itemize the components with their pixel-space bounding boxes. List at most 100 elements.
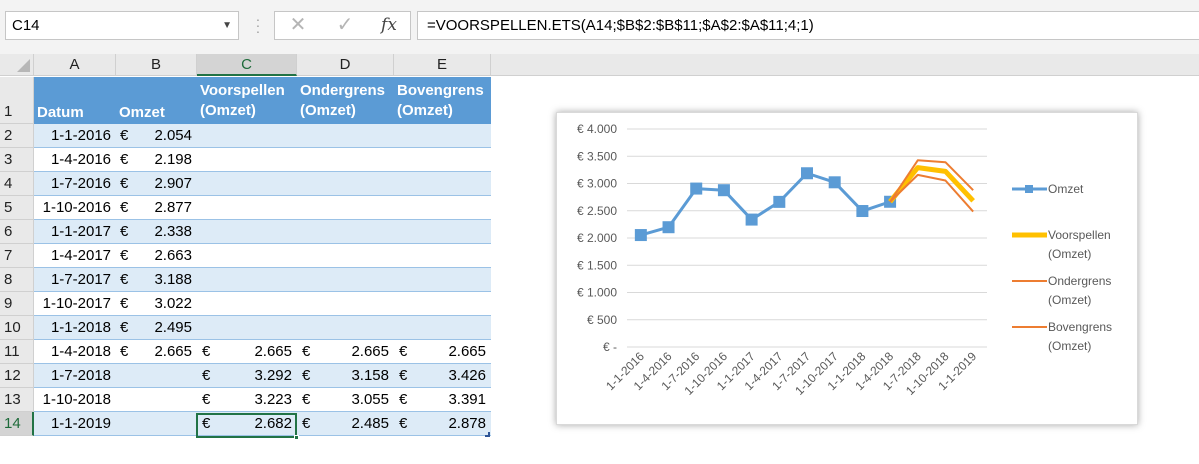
legend-label: (Omzet)	[1048, 339, 1091, 353]
cell-date[interactable]: 1-10-2016	[42, 199, 111, 216]
header-voorspellen-line1: Voorspellen	[200, 82, 285, 99]
row-header[interactable]: 4	[0, 172, 34, 196]
cell-omzet[interactable]: 2.907	[154, 175, 192, 192]
header-bovengrens-line2: (Omzet)	[397, 102, 453, 119]
fill-handle[interactable]	[294, 435, 299, 440]
data-point	[801, 167, 813, 180]
row-header[interactable]: 2	[0, 124, 34, 148]
header-ondergrens-line1: Ondergrens	[300, 82, 386, 99]
function-icon[interactable]: fx	[381, 15, 397, 35]
cell-voorspellen[interactable]: 2.682	[254, 415, 292, 432]
table-row	[34, 412, 491, 436]
row-header[interactable]: 5	[0, 196, 34, 220]
legend-label: (Omzet)	[1048, 247, 1091, 261]
cell-date[interactable]: 1-7-2016	[50, 175, 111, 192]
row-header[interactable]: 3	[0, 148, 34, 172]
row-header[interactable]: 1	[0, 77, 34, 124]
currency-symbol: €	[120, 247, 129, 264]
cell-ondergrens[interactable]: 2.485	[351, 415, 389, 432]
cell-omzet[interactable]: 2.663	[154, 247, 192, 264]
header-omzet[interactable]: Omzet	[119, 104, 165, 121]
cell-voorspellen[interactable]: 3.223	[254, 391, 292, 408]
cell-bovengrens[interactable]: 3.391	[448, 391, 486, 408]
close-icon[interactable]: ✕	[289, 14, 307, 36]
name-box[interactable]: C14 ▼	[5, 11, 239, 40]
table-resize-handle[interactable]	[485, 432, 490, 437]
table-row	[34, 268, 491, 292]
column-header-c[interactable]: C	[197, 54, 297, 76]
data-point	[773, 195, 786, 208]
data-point	[634, 229, 647, 242]
cell-ondergrens[interactable]: 3.158	[351, 367, 389, 384]
cell-date[interactable]: 1-4-2016	[50, 151, 111, 168]
cell-omzet[interactable]: 2.198	[154, 151, 192, 168]
cell-date[interactable]: 1-4-2018	[50, 343, 111, 360]
series-line	[888, 165, 975, 204]
legend-label: Ondergrens	[1048, 274, 1111, 288]
header-datum[interactable]: Datum	[37, 104, 84, 121]
forecast-chart[interactable]: € 4.000 € 3.500 € 3.000 € 2.500 € 2.000 € 1.5…	[556, 112, 1138, 425]
cell-ondergrens[interactable]: 3.055	[351, 391, 389, 408]
cell-voorspellen[interactable]: 2.665	[254, 343, 292, 360]
y-tick-label: € 3.500	[577, 149, 617, 163]
cell-omzet[interactable]: 2.665	[154, 343, 192, 360]
cell-date[interactable]: 1-7-2018	[50, 367, 111, 384]
column-header-b[interactable]: B	[116, 54, 197, 76]
currency-symbol: €	[120, 319, 129, 336]
cell-omzet[interactable]: 3.188	[154, 271, 192, 288]
cell-date[interactable]: 1-1-2016	[50, 127, 111, 144]
cell-bovengrens[interactable]: 2.878	[448, 415, 486, 432]
header-bovengrens-line1: Bovengrens	[397, 82, 484, 99]
active-cell-c14[interactable]	[196, 413, 297, 438]
cell-bovengrens[interactable]: 3.426	[448, 367, 486, 384]
row-header[interactable]: 9	[0, 292, 34, 316]
formula-input[interactable]: =VOORSPELLEN.ETS(A14;$B$2:$B$11;$A$2:$A$…	[417, 11, 1199, 40]
currency-symbol: €	[399, 415, 408, 432]
legend-label: Bovengrens	[1048, 320, 1112, 334]
cell-date[interactable]: 1-4-2017	[50, 247, 111, 264]
header-bovengrens[interactable]: Bovengrens (Omzet)	[394, 77, 491, 124]
cell-omzet[interactable]: 2.877	[154, 199, 192, 216]
currency-symbol: €	[302, 391, 311, 408]
currency-symbol: €	[202, 391, 211, 408]
series-line	[640, 171, 891, 237]
cell-date[interactable]: 1-10-2017	[42, 295, 111, 312]
formula-bar: C14 ▼ · · · ✕ ✓ fx =VOORSPELLEN.ETS(A14;$B…	[0, 0, 1199, 54]
header-voorspellen[interactable]: Voorspellen (Omzet)	[197, 77, 297, 124]
cell-omzet[interactable]: 2.054	[154, 127, 192, 144]
row-header[interactable]: 14	[0, 412, 34, 436]
cell-date[interactable]: 1-1-2018	[50, 319, 111, 336]
cell-omzet[interactable]: 3.022	[154, 295, 192, 312]
check-icon[interactable]: ✓	[336, 14, 354, 36]
series-line	[889, 173, 974, 213]
header-ondergrens[interactable]: Ondergrens (Omzet)	[297, 77, 394, 124]
chevron-down-icon[interactable]: ▼	[222, 20, 232, 31]
cell-bovengrens[interactable]: 2.665	[448, 343, 486, 360]
row-header[interactable]: 13	[0, 388, 34, 412]
row-header[interactable]: 11	[0, 340, 34, 364]
cell-omzet[interactable]: 2.338	[154, 223, 192, 240]
cell-date[interactable]: 1-7-2017	[50, 271, 111, 288]
column-header-a[interactable]: A	[34, 54, 116, 76]
cell-date[interactable]: 1-1-2019	[50, 415, 111, 432]
cell-ondergrens[interactable]: 2.665	[351, 343, 389, 360]
row-header[interactable]: 8	[0, 268, 34, 292]
chart-canvas: € 4.000 € 3.500 € 3.000 € 2.500 € 2.000 € 1.5…	[577, 122, 1112, 398]
legend-marker	[1025, 185, 1033, 193]
cell-voorspellen[interactable]: 3.292	[254, 367, 292, 384]
column-header-d[interactable]: D	[297, 54, 394, 76]
row-header[interactable]: 10	[0, 316, 34, 340]
y-tick-label: € 1.500	[577, 258, 617, 272]
row-header[interactable]: 6	[0, 220, 34, 244]
row-header[interactable]: 12	[0, 364, 34, 388]
select-all-button[interactable]	[0, 54, 34, 76]
y-tick-label: € -	[603, 340, 617, 354]
cell-date[interactable]: 1-10-2018	[42, 391, 111, 408]
cell-omzet[interactable]: 2.495	[154, 319, 192, 336]
row-header[interactable]: 7	[0, 244, 34, 268]
column-header-e[interactable]: E	[394, 54, 491, 76]
cell-date[interactable]: 1-1-2017	[50, 223, 111, 240]
more-options-icon[interactable]: · · ·	[255, 11, 261, 39]
legend-label: (Omzet)	[1048, 293, 1091, 307]
y-tick-label: € 2.500	[577, 204, 617, 218]
